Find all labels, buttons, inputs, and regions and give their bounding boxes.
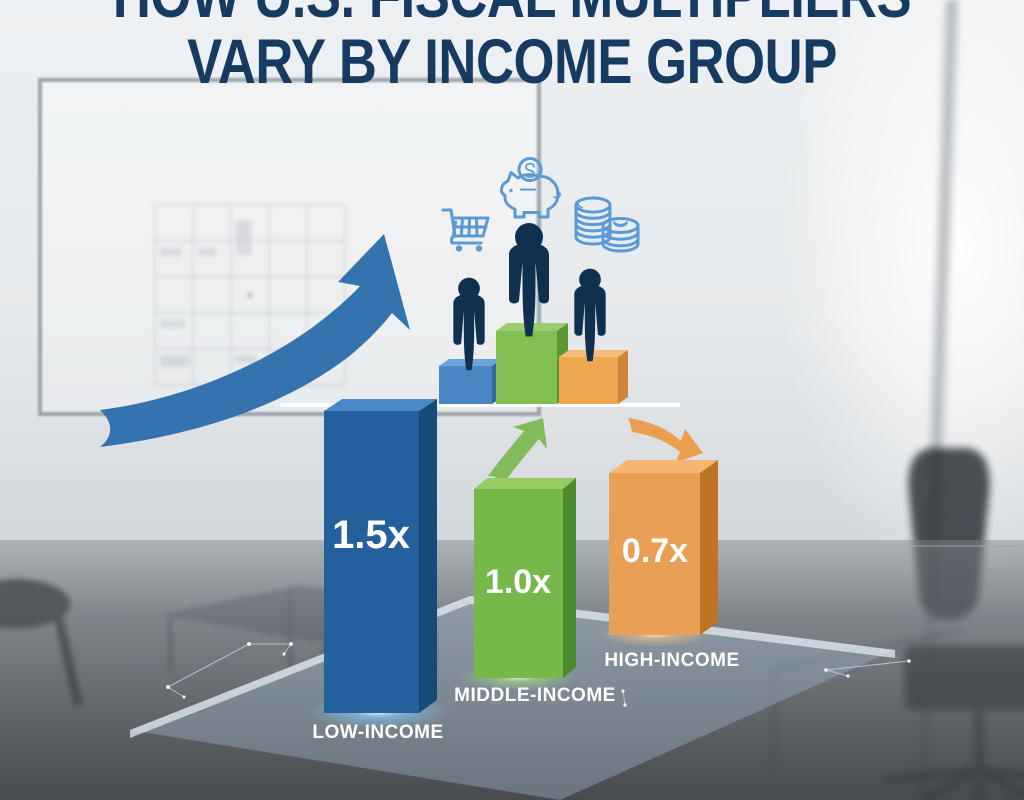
svg-text:MIDDLE-INCOME: MIDDLE-INCOME bbox=[454, 685, 616, 706]
svg-text:HIGH-INCOME: HIGH-INCOME bbox=[604, 650, 739, 671]
svg-text:1.0x: 1.0x bbox=[485, 563, 551, 601]
svg-text:0.7x: 0.7x bbox=[622, 532, 688, 570]
svg-text:1.5x: 1.5x bbox=[332, 513, 410, 557]
svg-text:LOW-INCOME: LOW-INCOME bbox=[312, 722, 443, 743]
